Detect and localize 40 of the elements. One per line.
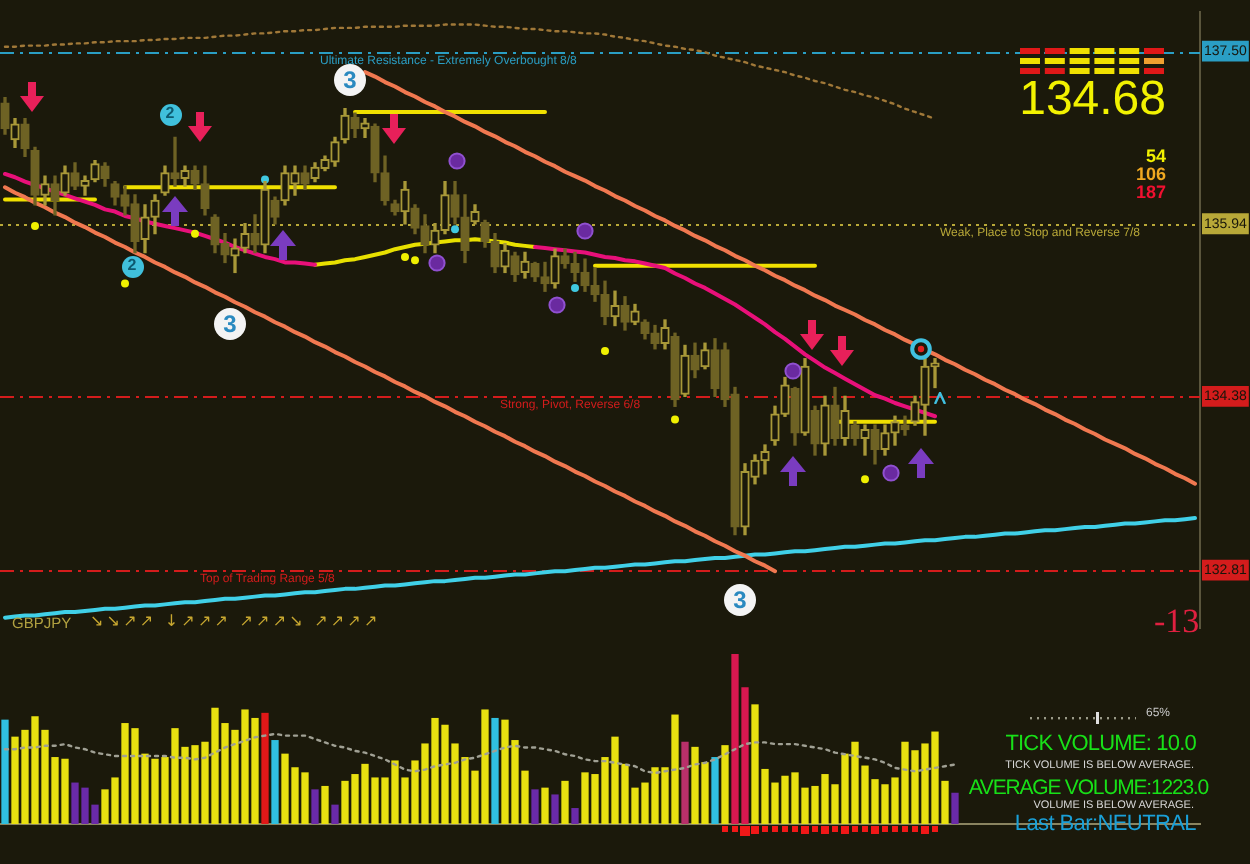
- annotation: 3: [214, 308, 246, 340]
- annotation: 54: [1145, 146, 1166, 166]
- bar: [531, 789, 539, 824]
- bar: [681, 741, 689, 824]
- annotation: Last Bar:NEUTRAL: [1014, 812, 1196, 836]
- annotation: 187: [1135, 182, 1166, 202]
- annotation: ↘↘↗↗ ↓↗↗↗ ↗↗↗↘ ↗↗↗↗: [90, 611, 381, 629]
- point: [401, 252, 409, 261]
- line-series: [3, 23, 937, 120]
- point: [191, 229, 199, 238]
- bar: [571, 808, 579, 824]
- bar: [951, 792, 959, 824]
- annotation: 106: [1135, 164, 1166, 184]
- annotation: AVERAGE VOLUME:1223.0: [968, 775, 1208, 799]
- point: [31, 221, 39, 230]
- bar: [711, 757, 719, 824]
- point: [671, 415, 679, 424]
- annotation: 3: [724, 584, 756, 616]
- annotation: 3: [334, 64, 366, 96]
- bar: [331, 804, 339, 824]
- point: [861, 475, 869, 484]
- bar: [271, 740, 279, 824]
- bar: [551, 794, 559, 824]
- annotation: 2: [121, 255, 143, 277]
- bar: [541, 787, 549, 824]
- bar: [321, 785, 329, 824]
- annotation: TICK VOLUME: 10.0: [1005, 731, 1196, 755]
- bar: [311, 789, 319, 824]
- annotation: 2: [159, 103, 181, 125]
- bar: [491, 717, 499, 824]
- point: [411, 256, 419, 265]
- bar: [1, 719, 9, 824]
- bar: [261, 712, 269, 824]
- annotation: 134.68: [1019, 72, 1166, 126]
- annotation: -13: [1154, 602, 1200, 640]
- point: [451, 225, 459, 234]
- candlestick: [170, 136, 180, 187]
- bar: [561, 780, 569, 824]
- point: [601, 346, 609, 355]
- point: [571, 283, 579, 292]
